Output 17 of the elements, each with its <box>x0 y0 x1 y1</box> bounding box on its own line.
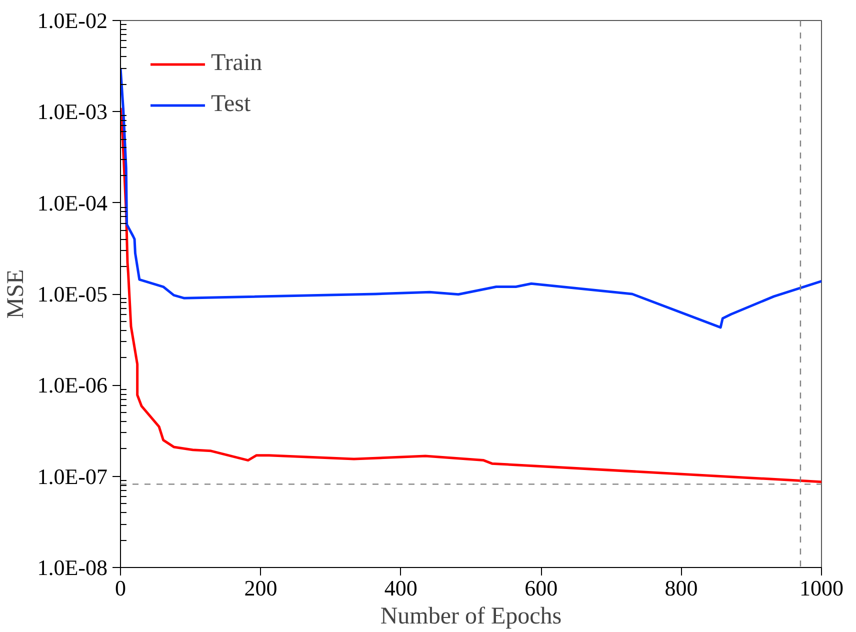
y-tick-label: 1.0E-02 <box>37 8 108 33</box>
x-tick-label: 800 <box>664 576 698 600</box>
y-tick-label: 1.0E-08 <box>37 555 108 580</box>
legend-label: Test <box>211 91 251 118</box>
x-tick-label: 200 <box>244 576 278 600</box>
x-tick-label: 0 <box>115 576 126 600</box>
x-tick-label: 1000 <box>800 576 844 600</box>
y-tick-label: 1.0E-06 <box>37 372 108 398</box>
x-axis-title: Number of Epochs <box>380 604 562 630</box>
x-tick-label: 600 <box>524 576 558 600</box>
y-tick-label: 1.0E-07 <box>37 464 108 489</box>
y-tick-label: 1.0E-04 <box>37 190 108 216</box>
y-axis-title: MSE <box>3 269 30 319</box>
x-tick-label: 400 <box>384 576 418 600</box>
legend-label: Train <box>211 50 262 77</box>
y-tick-label: 1.0E-05 <box>37 282 108 306</box>
y-tick-label: 1.0E-03 <box>37 99 108 124</box>
